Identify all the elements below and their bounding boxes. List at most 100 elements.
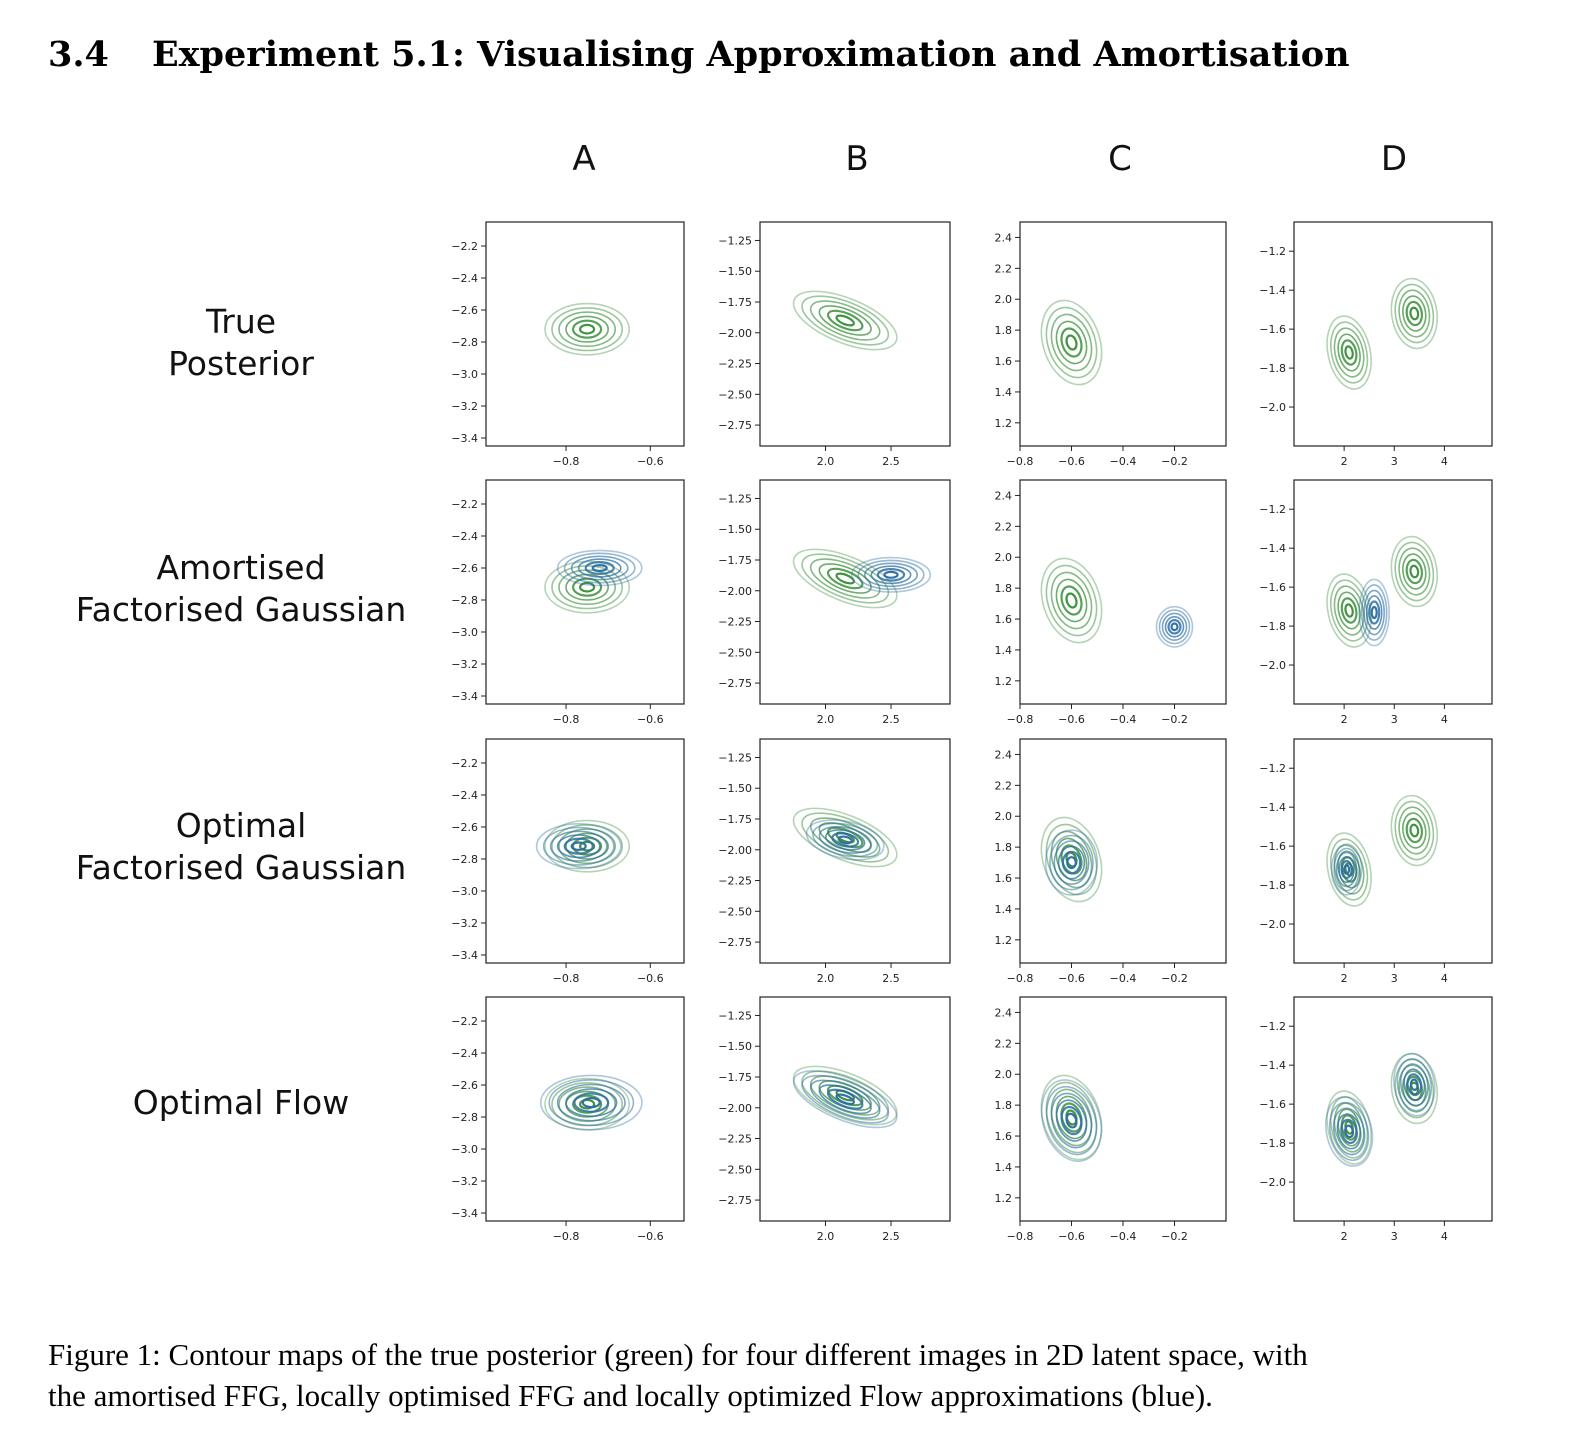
- contour-level: [818, 563, 872, 594]
- y-tick-label: 1.4: [995, 644, 1013, 657]
- y-tick-label: −2.6: [451, 562, 478, 575]
- y-tick-label: −2.0: [1259, 1176, 1286, 1189]
- contour-level: [1398, 1064, 1431, 1113]
- y-tick-label: −3.2: [451, 658, 478, 671]
- contour-level: [1040, 299, 1103, 386]
- contour-level: [818, 825, 872, 854]
- x-tick-label: 2.0: [817, 713, 835, 726]
- y-tick-label: −2.25: [718, 358, 752, 371]
- contour-level: [1055, 1095, 1088, 1140]
- contour-level: [1390, 794, 1439, 867]
- row-label-3-line-2: Factorised Gaussian: [76, 848, 407, 887]
- contour-level: [1164, 615, 1185, 638]
- panel-c-row-2: −0.8 −0.6 −0.4 −0.2 2.4 2.2 2.0 1.8 1.6 1.4 1.2: [995, 479, 1227, 726]
- y-tick-label: −1.4: [1259, 801, 1286, 814]
- x-tick-label: 2.5: [882, 972, 900, 985]
- contour-level: [812, 822, 879, 858]
- contour-level: [578, 1098, 596, 1110]
- x-tick-label: −0.6: [1058, 972, 1085, 985]
- y-tick-label: −3.2: [451, 917, 478, 930]
- plot-frame: [1293, 221, 1493, 447]
- contour-level: [1328, 1101, 1370, 1162]
- y-tick-label: −2.2: [451, 498, 478, 511]
- contour-level: [1409, 306, 1420, 321]
- contour-level: [551, 824, 623, 869]
- x-tick-label: −0.8: [1007, 972, 1034, 985]
- contour-level: [1340, 597, 1358, 624]
- column-label-c: C: [1108, 139, 1132, 179]
- x-tick-label: 2.0: [817, 1230, 835, 1243]
- contour-level: [1335, 851, 1358, 888]
- y-tick-label: −1.8: [1259, 362, 1286, 375]
- contour-level: [1368, 600, 1381, 625]
- y-tick-label: −2.6: [451, 1079, 478, 1092]
- panel-c-row-1: −0.8 −0.6 −0.4 −0.2 2.4 2.2 2.0 1.8 1.6 1.4 1.2: [995, 221, 1227, 468]
- x-tick-label: 3: [1391, 1230, 1398, 1243]
- y-tick-label: −1.75: [718, 296, 752, 309]
- x-tick-label: 3: [1391, 713, 1398, 726]
- contour-level: [883, 570, 899, 579]
- contour-level: [1344, 1124, 1355, 1139]
- panel-a-row-1: −0.8 −0.6 −2.2 −2.4 −2.6 −2.8 −3.0 −3.2 −3.4: [451, 221, 685, 468]
- y-tick-label: −2.8: [451, 594, 478, 607]
- contour-level: [1332, 1107, 1366, 1156]
- contour-level: [551, 307, 623, 352]
- contour-level: [1044, 829, 1099, 896]
- caption-line-2: the amortised FFG, locally optimised FFG…: [48, 1378, 1213, 1413]
- contour-level: [1390, 1052, 1439, 1125]
- contour-level: [571, 836, 603, 856]
- contour-level: [1326, 832, 1372, 907]
- y-tick-label: −2.0: [1259, 401, 1286, 414]
- contour-level: [1333, 844, 1365, 895]
- contour-level: [1340, 859, 1353, 879]
- y-tick-label: −2.00: [718, 585, 752, 598]
- x-tick-label: −0.6: [637, 713, 664, 726]
- contour-level: [1050, 1088, 1093, 1147]
- x-tick-label: −0.2: [1161, 713, 1188, 726]
- contour-level: [1365, 595, 1383, 630]
- column-label-a: A: [572, 139, 595, 179]
- y-tick-label: −2.25: [718, 1133, 752, 1146]
- row-label-1-line-2: Posterior: [168, 344, 314, 383]
- y-tick-label: −2.50: [718, 905, 752, 918]
- plot-frame: [1019, 738, 1227, 964]
- y-tick-label: −2.00: [718, 1102, 752, 1115]
- x-tick-label: −0.4: [1110, 713, 1137, 726]
- x-tick-label: −0.6: [637, 455, 664, 468]
- contour-level: [1333, 847, 1360, 892]
- y-tick-label: 2.0: [995, 810, 1013, 823]
- y-tick-label: −1.4: [1259, 1059, 1286, 1072]
- contour-level: [1403, 1068, 1426, 1102]
- y-tick-label: −2.6: [451, 304, 478, 317]
- y-tick-label: −3.4: [451, 949, 478, 962]
- contour-level: [1344, 345, 1354, 360]
- y-tick-label: −2.4: [451, 530, 478, 543]
- contour-level: [1394, 541, 1435, 602]
- y-tick-label: 2.0: [995, 1068, 1013, 1081]
- y-tick-label: 1.2: [995, 934, 1013, 947]
- y-tick-label: −1.6: [1259, 1098, 1286, 1111]
- y-tick-label: −2.2: [451, 1015, 478, 1028]
- contour-level: [581, 1096, 601, 1109]
- contour-level: [563, 837, 594, 855]
- contour-level: [792, 548, 898, 609]
- y-tick-label: −2.00: [718, 844, 752, 857]
- contour-level: [565, 832, 610, 860]
- contour-level: [1045, 306, 1098, 379]
- contour-level: [558, 828, 617, 865]
- y-tick-label: −3.0: [451, 1143, 478, 1156]
- plot-frame: [1019, 221, 1227, 447]
- contour-level: [801, 1074, 890, 1124]
- x-tick-label: −0.6: [1058, 455, 1085, 468]
- contour-level: [584, 560, 615, 575]
- contour-level: [1050, 1092, 1093, 1149]
- contour-level: [1333, 585, 1365, 636]
- contour-level: [1342, 864, 1351, 875]
- contour-level: [542, 826, 615, 866]
- panel-d-row-4: 2 3 4 −1.2 −1.4 −1.6 −1.8 −2.0: [1259, 996, 1493, 1243]
- y-tick-label: −1.75: [718, 813, 752, 826]
- y-tick-label: −2.50: [718, 1163, 752, 1176]
- contour-level: [857, 559, 925, 590]
- contour-level: [565, 1088, 618, 1118]
- contour-level: [1405, 558, 1424, 585]
